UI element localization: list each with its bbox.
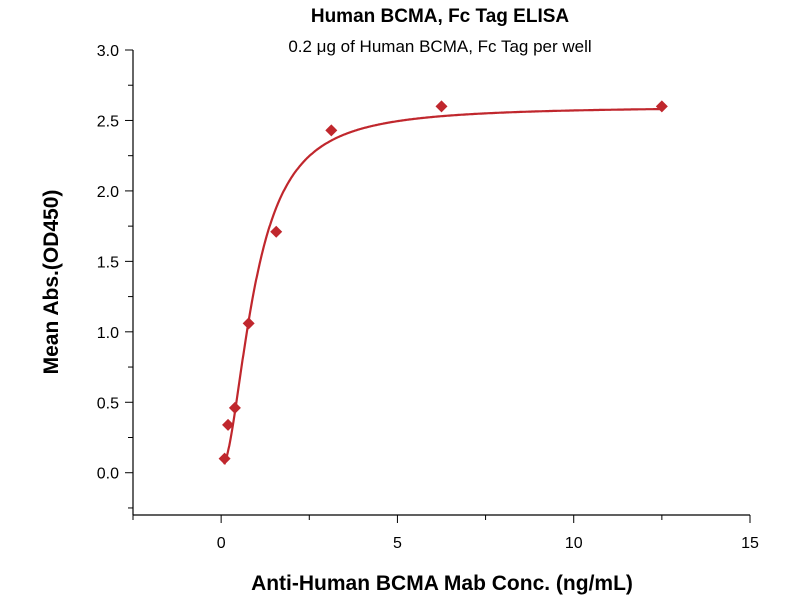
x-axis-label: Anti-Human BCMA Mab Conc. (ng/mL): [251, 572, 633, 595]
chart-title: Human BCMA, Fc Tag ELISA: [311, 6, 570, 27]
data-point: [325, 124, 338, 137]
y-tick-label: 0.0: [97, 466, 119, 483]
data-point: [222, 418, 235, 431]
y-axis-label: Mean Abs.(OD450): [40, 190, 63, 375]
data-point: [228, 401, 241, 414]
y-tick-label: 1.0: [97, 325, 119, 342]
y-tick-label: 2.0: [97, 184, 119, 201]
data-point: [270, 225, 283, 238]
chart-subtitle: 0.2 μg of Human BCMA, Fc Tag per well: [288, 37, 591, 56]
data-point: [435, 100, 448, 113]
y-tick-label: 0.5: [97, 395, 119, 412]
x-tick-label: 15: [741, 535, 759, 552]
y-tick-label: 1.5: [97, 254, 119, 271]
x-tick-label: 0: [217, 535, 226, 552]
y-tick-label: 3.0: [97, 43, 119, 60]
data-point: [655, 100, 668, 113]
data-point: [242, 317, 255, 330]
data-point: [218, 452, 231, 465]
y-tick-label: 2.5: [97, 113, 119, 130]
x-tick-label: 5: [393, 535, 402, 552]
fit-curve: [223, 108, 662, 465]
x-tick-label: 10: [565, 535, 583, 552]
